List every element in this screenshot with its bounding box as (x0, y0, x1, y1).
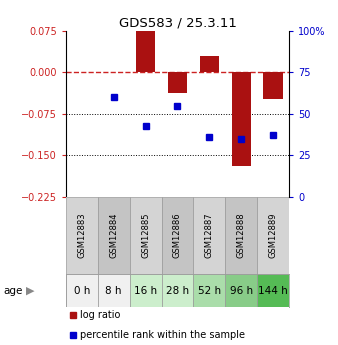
Bar (232, 72, 251, 166)
Bar (130, 274, 162, 307)
Bar (66, 274, 98, 307)
Text: GSM12885: GSM12885 (141, 213, 150, 258)
Bar (200, 56, 219, 72)
Bar (225, 274, 257, 307)
Text: 144 h: 144 h (258, 286, 288, 296)
Bar (193, 197, 225, 274)
Bar (66, 197, 98, 274)
Text: percentile rank within the sample: percentile rank within the sample (80, 331, 245, 341)
Bar (257, 197, 289, 274)
Text: GSM12884: GSM12884 (109, 213, 118, 258)
Text: 52 h: 52 h (198, 286, 221, 296)
Text: 28 h: 28 h (166, 286, 189, 296)
Text: log ratio: log ratio (80, 310, 121, 320)
Text: 8 h: 8 h (105, 286, 122, 296)
Text: ▶: ▶ (26, 286, 34, 296)
Text: 16 h: 16 h (134, 286, 157, 296)
Bar (162, 197, 193, 274)
Text: 0 h: 0 h (74, 286, 90, 296)
Text: GSM12887: GSM12887 (205, 213, 214, 258)
Bar (257, 274, 289, 307)
Text: 96 h: 96 h (230, 286, 253, 296)
Bar (264, 72, 283, 99)
Text: GSM12889: GSM12889 (269, 213, 277, 258)
Bar (193, 274, 225, 307)
Bar (98, 197, 130, 274)
Bar (225, 197, 257, 274)
Bar (130, 197, 162, 274)
Text: GSM12886: GSM12886 (173, 213, 182, 258)
Bar (162, 274, 193, 307)
Text: age: age (3, 286, 23, 296)
Bar (136, 31, 155, 72)
Text: GSM12888: GSM12888 (237, 213, 246, 258)
Text: GSM12883: GSM12883 (77, 213, 86, 258)
Bar (98, 274, 130, 307)
Bar (168, 72, 187, 93)
Title: GDS583 / 25.3.11: GDS583 / 25.3.11 (119, 17, 236, 30)
